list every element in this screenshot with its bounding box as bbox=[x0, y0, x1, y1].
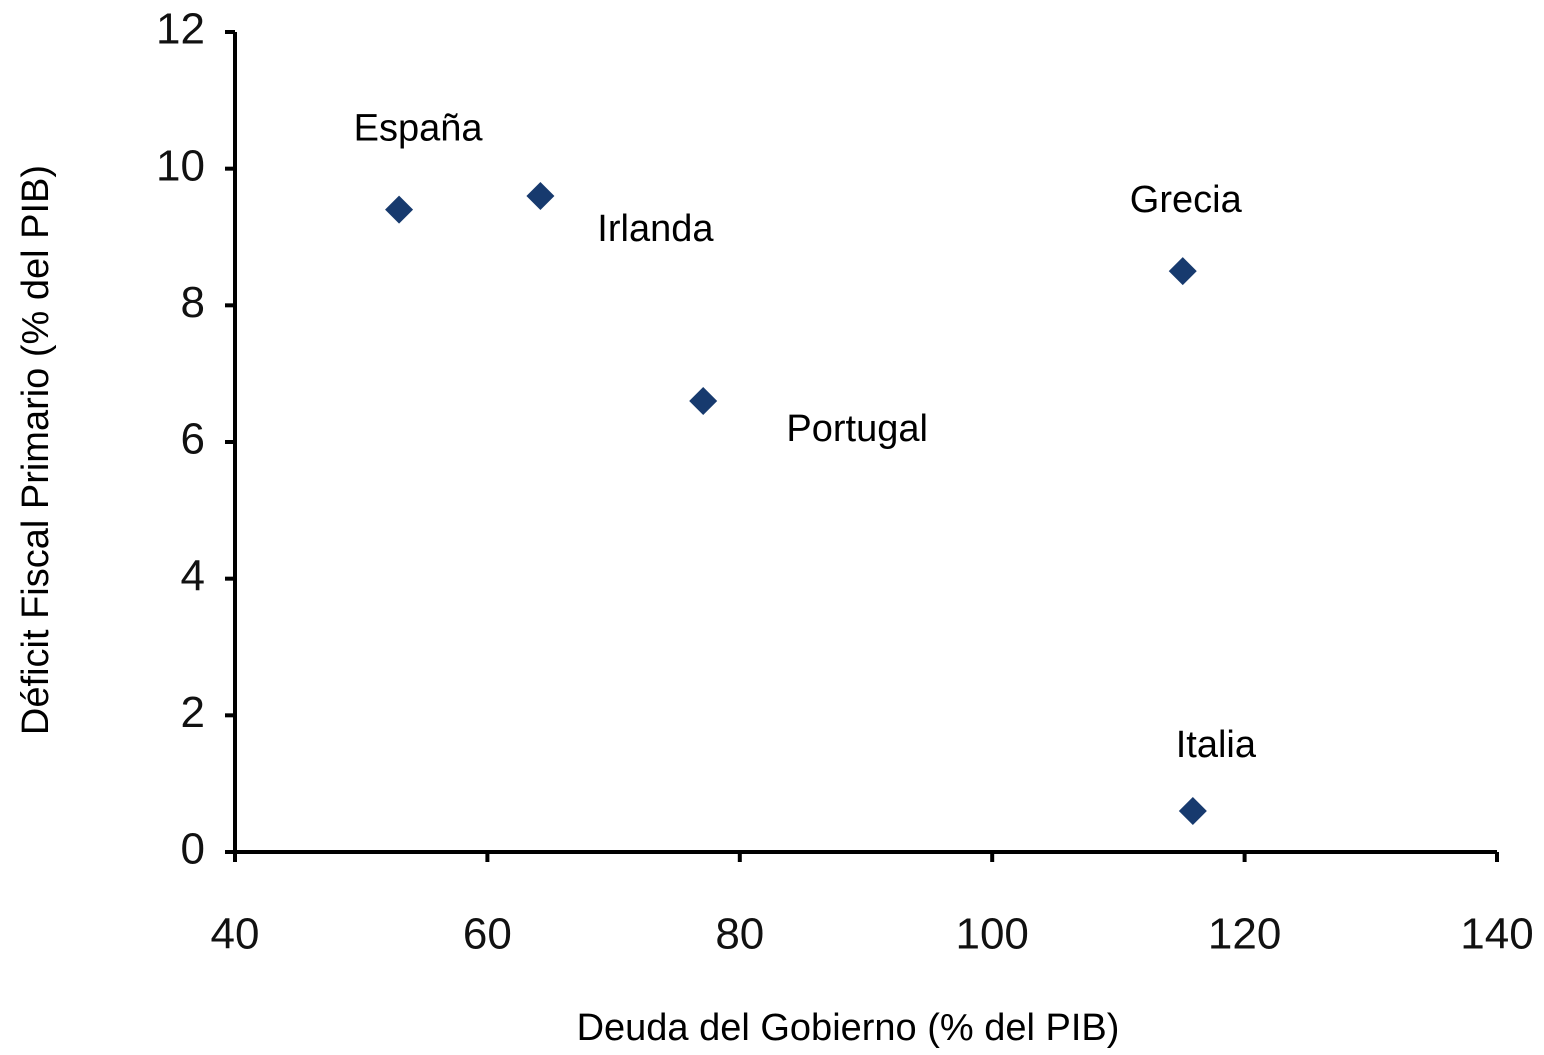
y-tick-label: 0 bbox=[181, 825, 205, 874]
x-axis-title: Deuda del Gobierno (% del PIB) bbox=[577, 1007, 1120, 1049]
y-tick-label: 6 bbox=[181, 415, 205, 464]
point bbox=[1168, 257, 1197, 286]
point-label: Portugal bbox=[786, 408, 928, 450]
y-tick-label: 4 bbox=[181, 551, 205, 600]
point bbox=[689, 387, 718, 415]
x-tick-label: 120 bbox=[1208, 910, 1281, 959]
x-tick-label: 40 bbox=[211, 910, 260, 959]
y-tick-label: 2 bbox=[181, 688, 205, 737]
point bbox=[1178, 797, 1207, 825]
y-tick-label: 8 bbox=[181, 278, 205, 327]
x-tick-label: 60 bbox=[463, 910, 512, 959]
point-label: Italia bbox=[1176, 724, 1257, 766]
y-tick-label: 10 bbox=[156, 141, 205, 190]
point bbox=[526, 182, 555, 210]
y-tick-label: 12 bbox=[156, 5, 205, 54]
x-tick-label: 100 bbox=[955, 910, 1028, 959]
point-label: España bbox=[354, 108, 484, 150]
point-label: Grecia bbox=[1130, 179, 1243, 221]
point-label: Irlanda bbox=[597, 208, 714, 250]
x-tick-label: 140 bbox=[1460, 910, 1533, 959]
y-axis-title: Déficit Fiscal Primario (% del PIB) bbox=[15, 165, 57, 735]
x-tick-label: 80 bbox=[715, 910, 764, 959]
point bbox=[385, 195, 414, 224]
